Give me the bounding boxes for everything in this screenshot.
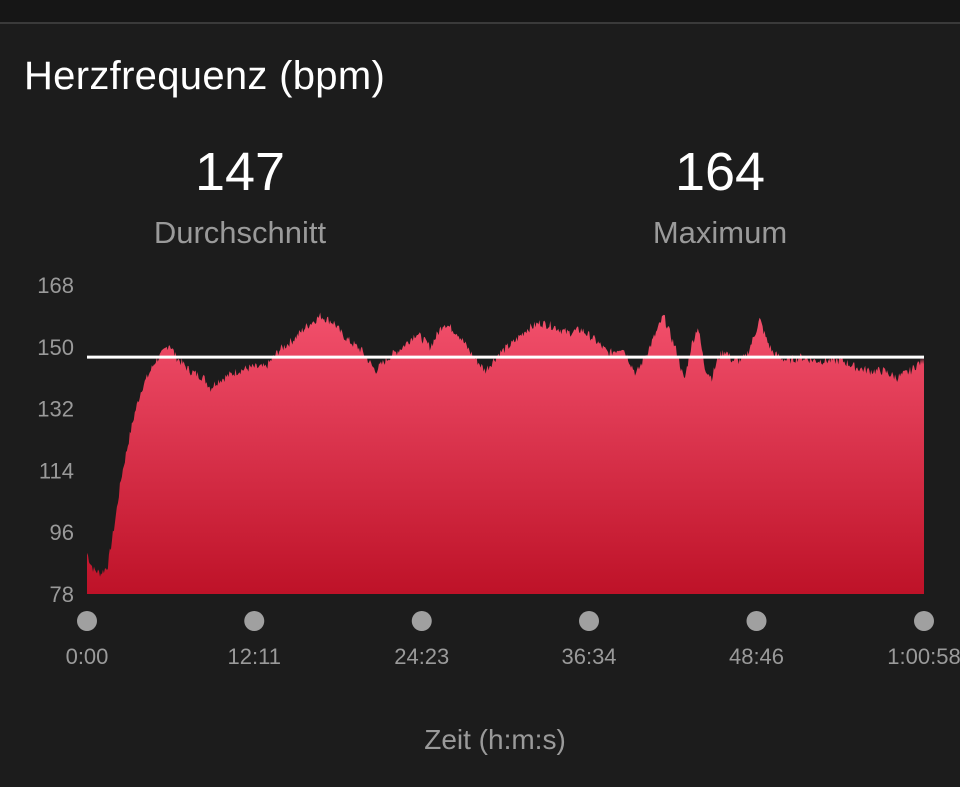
- x-tick-label: 1:00:58: [887, 644, 960, 669]
- max-label: Maximum: [652, 215, 788, 250]
- x-scrub-marker[interactable]: [746, 611, 767, 631]
- chart-title: Herzfrequenz (bpm): [24, 54, 386, 98]
- y-tick-label: 150: [37, 335, 74, 360]
- average-stat: 147 Durchschnitt: [90, 145, 390, 251]
- average-value: 147: [194, 142, 286, 202]
- x-scrub-marker[interactable]: [579, 611, 600, 631]
- max-value: 164: [674, 142, 766, 202]
- x-scrub-marker[interactable]: [914, 611, 934, 631]
- x-tick-label: 36:34: [561, 644, 616, 669]
- x-scrub-marker[interactable]: [411, 611, 432, 631]
- x-tick-label: 12:11: [228, 644, 281, 669]
- y-tick-label: 114: [39, 458, 74, 483]
- y-tick-label: 132: [37, 397, 74, 422]
- heart-rate-area: [87, 312, 924, 594]
- heart-rate-chart: 168 150 132 114 96 78 0:00 12:11 24:23 36:34 48:4…: [37, 273, 960, 669]
- average-label: Durchschnitt: [153, 215, 327, 250]
- x-scrub-marker[interactable]: [77, 611, 97, 631]
- y-axis: 168 150 132 114 96 78: [37, 273, 74, 607]
- x-tick-label: 24:23: [394, 644, 449, 669]
- x-tick-label: 48:46: [729, 644, 784, 669]
- x-tick-label: 0:00: [66, 644, 109, 669]
- x-axis[interactable]: 0:00 12:11 24:23 36:34 48:46 1:00:58: [66, 611, 960, 669]
- max-stat: 164 Maximum: [570, 145, 870, 251]
- y-tick-label: 78: [50, 582, 74, 607]
- y-tick-label: 168: [37, 273, 74, 298]
- top-bar: [0, 0, 960, 24]
- y-tick-label: 96: [50, 520, 74, 545]
- x-scrub-marker[interactable]: [244, 611, 265, 631]
- x-axis-title: Zeit (h:m:s): [424, 724, 566, 755]
